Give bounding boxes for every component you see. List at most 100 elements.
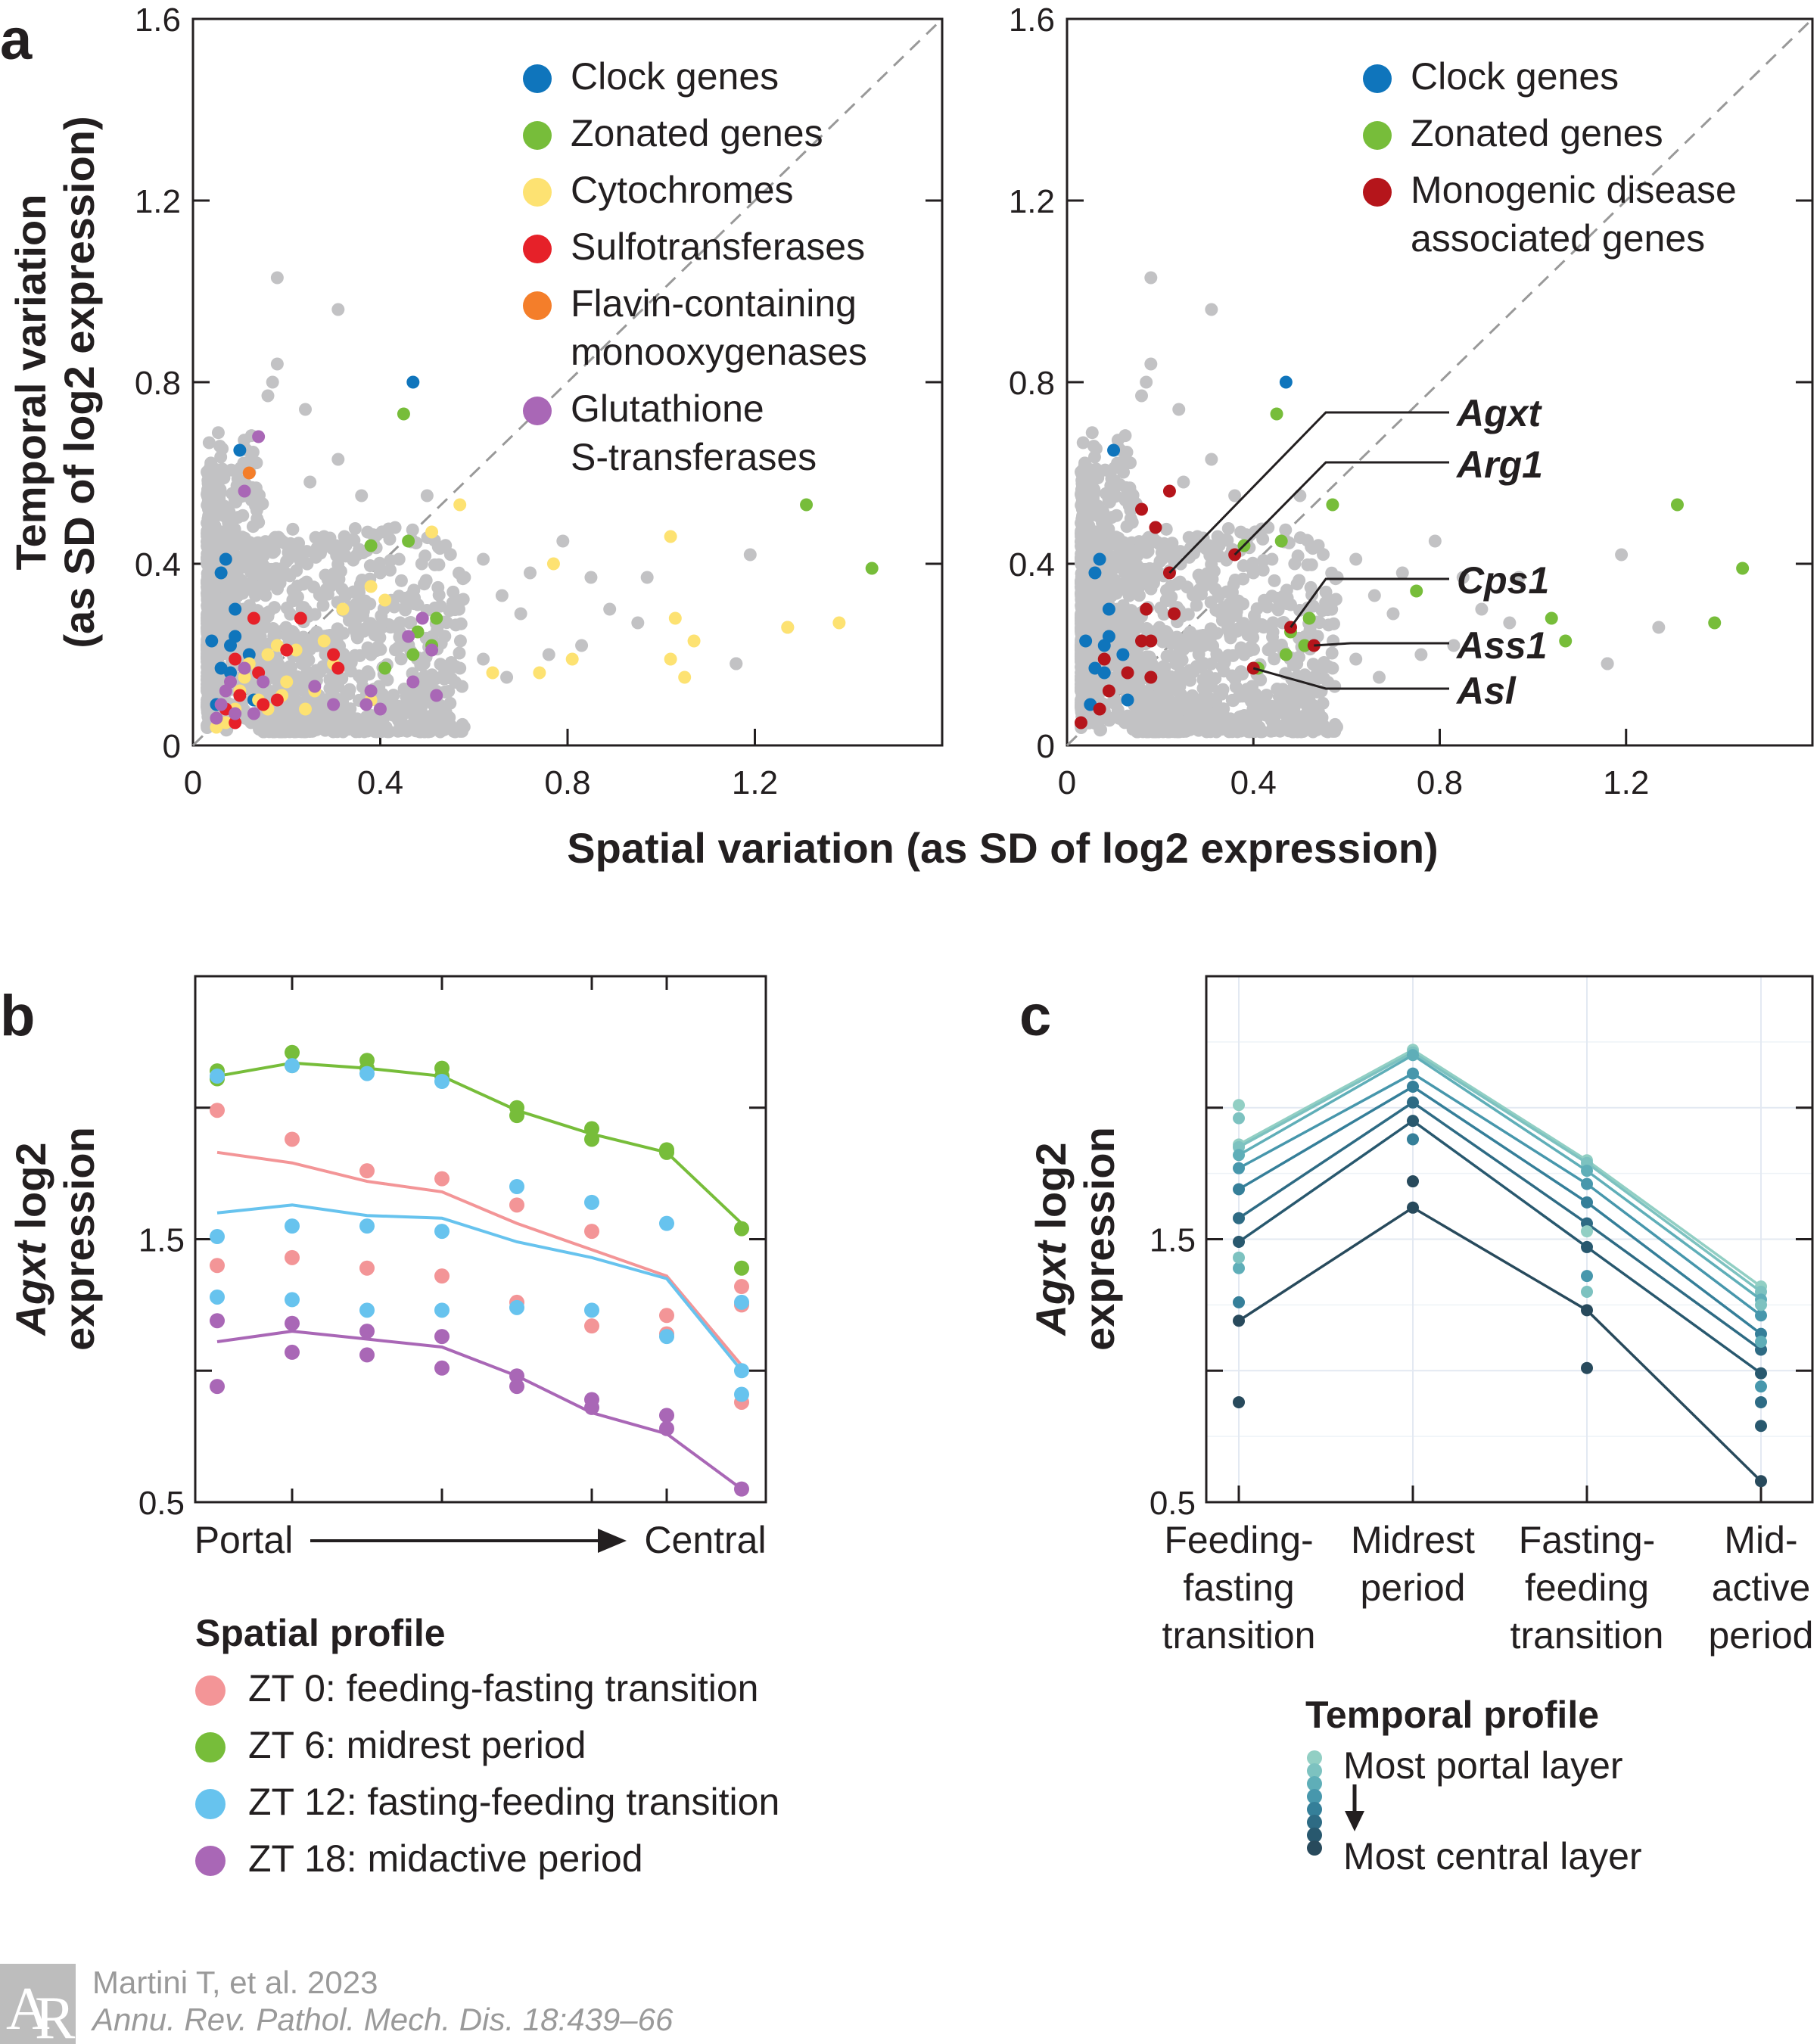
panel-a-right-background-gene-point bbox=[1372, 670, 1386, 684]
panel-a-left-background-gene-point bbox=[383, 532, 397, 546]
panel-b-point bbox=[509, 1299, 524, 1315]
panel-c-line-layer bbox=[1238, 1050, 1762, 1293]
panel-a-right-background-gene-point bbox=[1177, 699, 1190, 713]
panel-a-left-background-gene-point bbox=[542, 648, 555, 661]
panel-a-right-background-gene-point bbox=[1143, 573, 1157, 586]
panel-a-left-background-gene-point bbox=[448, 603, 462, 617]
panel-a-left-legend-swatch bbox=[523, 397, 552, 425]
panel-a-right-background-gene-point bbox=[1192, 695, 1206, 709]
panel-b-legend-swatch bbox=[195, 1789, 226, 1819]
panel-a-left-background-gene-point bbox=[202, 436, 216, 450]
panel-a-left-point-cytochromes bbox=[280, 675, 294, 689]
panel-a-right-point-clock-genes bbox=[1102, 602, 1115, 616]
panel-a-left-background-gene-point bbox=[254, 621, 268, 634]
panel-a-left-point-cytochromes bbox=[664, 652, 677, 666]
panel-a-left-background-gene-point bbox=[305, 715, 319, 729]
panel-c-point bbox=[1233, 1099, 1245, 1112]
panel-a-right-background-gene-point bbox=[1156, 725, 1170, 739]
panel-a-right-background-gene-point bbox=[1109, 509, 1123, 522]
panel-c-point bbox=[1581, 1196, 1593, 1209]
panel-a-left-point-sulfotransferases bbox=[280, 643, 294, 657]
panel-b-point bbox=[509, 1197, 524, 1213]
panel-a-left-background-gene-point bbox=[286, 522, 300, 536]
panel-a-left-background-gene-point bbox=[263, 658, 277, 671]
panel-a-left-background-gene-point bbox=[432, 588, 446, 602]
panel-a-left-point-flavin-containing-monooxygenases bbox=[242, 466, 256, 480]
panel-c-line-layer bbox=[1238, 1053, 1762, 1301]
panel-a-right-background-gene-point bbox=[1248, 617, 1262, 630]
panel-a-right-background-gene-point bbox=[1237, 572, 1250, 586]
panel-c-point bbox=[1581, 1361, 1593, 1374]
panel-a-left-background-gene-point bbox=[631, 616, 645, 630]
panel-a-right-legend-label: Monogenic disease bbox=[1411, 169, 1737, 211]
panel-a-left-background-gene-point bbox=[250, 512, 264, 525]
panel-a-left-background-gene-point bbox=[458, 571, 471, 584]
panel-a-left-point-glutathione-s-transferases bbox=[247, 707, 260, 720]
panel-a-left-background-gene-point bbox=[355, 489, 369, 502]
panel-a-left-point-glutathione-s-transferases bbox=[210, 711, 223, 725]
panel-c-point bbox=[1755, 1336, 1767, 1349]
panel-a-left-background-gene-point bbox=[344, 664, 357, 678]
panel-a-right-background-gene-point bbox=[1121, 603, 1134, 617]
credit-line-1: Martini T, et al. 2023 bbox=[92, 1965, 378, 2000]
panel-a-left-background-gene-point bbox=[273, 716, 287, 730]
panel-a-right-background-gene-point bbox=[1447, 639, 1461, 652]
panel-a-right-background-gene-point bbox=[1318, 672, 1331, 686]
panel-a-left-background-gene-point bbox=[477, 652, 490, 666]
panel-a-left-point-clock-genes bbox=[214, 566, 228, 580]
panel-b-xlabel-portal: Portal bbox=[194, 1519, 294, 1561]
panel-b-legend-label: ZT 18: midactive period bbox=[248, 1837, 643, 1880]
panel-c-point bbox=[1407, 1096, 1419, 1109]
panel-b-point bbox=[434, 1224, 450, 1240]
panel-a-right-background-gene-point bbox=[1181, 580, 1194, 594]
panel-a-right-background-gene-point bbox=[1075, 474, 1089, 487]
panel-a-right-background-gene-point bbox=[1097, 505, 1110, 518]
panel-a-right-background-gene-point bbox=[1092, 677, 1106, 691]
panel-a-left-background-gene-point bbox=[454, 617, 468, 630]
panel-a-left-background-gene-point bbox=[266, 375, 279, 389]
panel-c-category-label: active bbox=[1712, 1566, 1811, 1609]
panel-a-left-background-gene-point bbox=[257, 559, 271, 573]
panel-a-right-background-gene-point bbox=[1367, 589, 1381, 602]
panel-c-point bbox=[1233, 1212, 1245, 1224]
panel-a-left-background-gene-point bbox=[210, 617, 223, 630]
panel-a-left-background-gene-point bbox=[514, 607, 527, 621]
panel-b-point bbox=[285, 1292, 300, 1308]
panel-a-left-point-cytochromes bbox=[378, 593, 392, 607]
panel-a-right-background-gene-point bbox=[1231, 594, 1245, 608]
panel-b-point bbox=[584, 1131, 599, 1147]
panel-a-left-legend-swatch bbox=[523, 178, 552, 207]
panel-b-point bbox=[584, 1121, 599, 1137]
panel-a-right-background-gene-point bbox=[1258, 593, 1271, 607]
panel-a-left-background-gene-point bbox=[303, 725, 316, 739]
panel-a-left-background-gene-point bbox=[299, 403, 312, 416]
panel-c-line-layer bbox=[1238, 1072, 1762, 1317]
panel-a-left-background-gene-point bbox=[384, 563, 397, 577]
panel-a-left-point-cytochromes bbox=[832, 616, 846, 630]
panel-a-right-background-gene-point bbox=[1119, 679, 1133, 692]
panel-a-left-xtick-label: 0 bbox=[184, 764, 202, 801]
panel-b-point bbox=[359, 1324, 375, 1339]
panel-b-point bbox=[434, 1074, 450, 1089]
panel-a-right-background-gene-point bbox=[1250, 602, 1264, 615]
panel-a-left-background-gene-point bbox=[392, 552, 406, 566]
panel-a-left-background-gene-point bbox=[394, 574, 408, 587]
panel-a-right-ytick-label: 1.6 bbox=[1009, 2, 1055, 39]
panel-c-point bbox=[1755, 1367, 1767, 1380]
panel-b-ylabel: Agxt log2 bbox=[7, 1142, 54, 1336]
panel-a-left-background-gene-point bbox=[203, 670, 216, 684]
panel-a-left-background-gene-point bbox=[222, 516, 235, 530]
panel-c-legend-swatch bbox=[1307, 1840, 1322, 1856]
panel-a-right-point-monogenic-disease-associated-genes bbox=[1093, 702, 1106, 716]
panel-a-left-background-gene-point bbox=[214, 525, 228, 539]
panel-a-left-background-gene-point bbox=[447, 725, 461, 739]
panel-a-left-legend-swatch bbox=[523, 235, 552, 263]
panel-a-left-background-gene-point bbox=[477, 552, 490, 566]
panel-a-right-background-gene-point bbox=[1164, 579, 1178, 593]
panel-a-left-legend-label: S-transferases bbox=[571, 436, 817, 478]
panel-a-right-background-gene-point bbox=[1190, 532, 1203, 546]
panel-a-right-background-gene-point bbox=[1177, 475, 1190, 489]
panel-a-right-background-gene-point bbox=[1293, 650, 1306, 664]
annotation-label-arg1: Arg1 bbox=[1455, 443, 1543, 486]
panel-a-left-background-gene-point bbox=[414, 704, 428, 717]
